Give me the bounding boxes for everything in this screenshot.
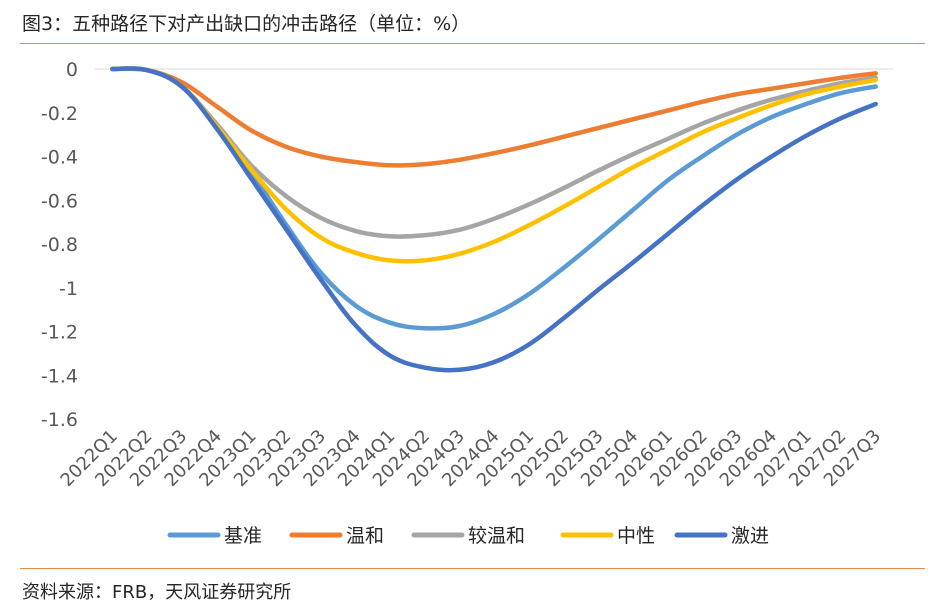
- series-lines: [110, 66, 878, 373]
- figure-title: 图3：五种路径下对产出缺口的冲击路径（单位：%）: [22, 13, 471, 35]
- y-tick-label: -1.2: [41, 322, 78, 344]
- title-divider: [20, 43, 925, 44]
- series-line-2: [110, 66, 878, 168]
- source-note: 资料来源：FRB，天风证券研究所: [22, 582, 292, 603]
- x-axis-ticks: 2022Q12022Q22022Q32022Q42023Q12023Q22023…: [57, 426, 886, 491]
- y-tick-label: -1.6: [41, 409, 78, 431]
- legend-label: 激进: [731, 525, 769, 547]
- y-tick-label: -1.4: [41, 365, 78, 387]
- source-divider: [20, 568, 925, 569]
- legend-item: 基准: [167, 525, 262, 547]
- legend-label: 中性: [617, 525, 655, 547]
- legend-item: 中性: [560, 525, 655, 547]
- series-line-4: [110, 66, 878, 264]
- legend-label: 温和: [346, 525, 384, 547]
- y-tick-label: 0: [66, 59, 78, 81]
- y-tick-label: -0.4: [41, 147, 78, 169]
- series-line-5: [110, 66, 878, 373]
- y-tick-label: -0.8: [41, 234, 78, 256]
- legend-item: 激进: [674, 525, 769, 547]
- legend: 基准 温和 较温和 中性 激进: [167, 525, 769, 547]
- y-tick-label: -0.6: [41, 190, 78, 212]
- legend-item: 较温和: [411, 525, 525, 547]
- y-tick-label: -0.2: [41, 103, 78, 125]
- y-axis-ticks: 0 -0.2 -0.4 -0.6 -0.8 -1 -1.2 -1.4 -1.6: [41, 59, 78, 431]
- legend-label: 较温和: [468, 525, 525, 547]
- legend-label: 基准: [224, 525, 262, 547]
- legend-item: 温和: [289, 525, 384, 547]
- y-tick-label: -1: [59, 278, 78, 300]
